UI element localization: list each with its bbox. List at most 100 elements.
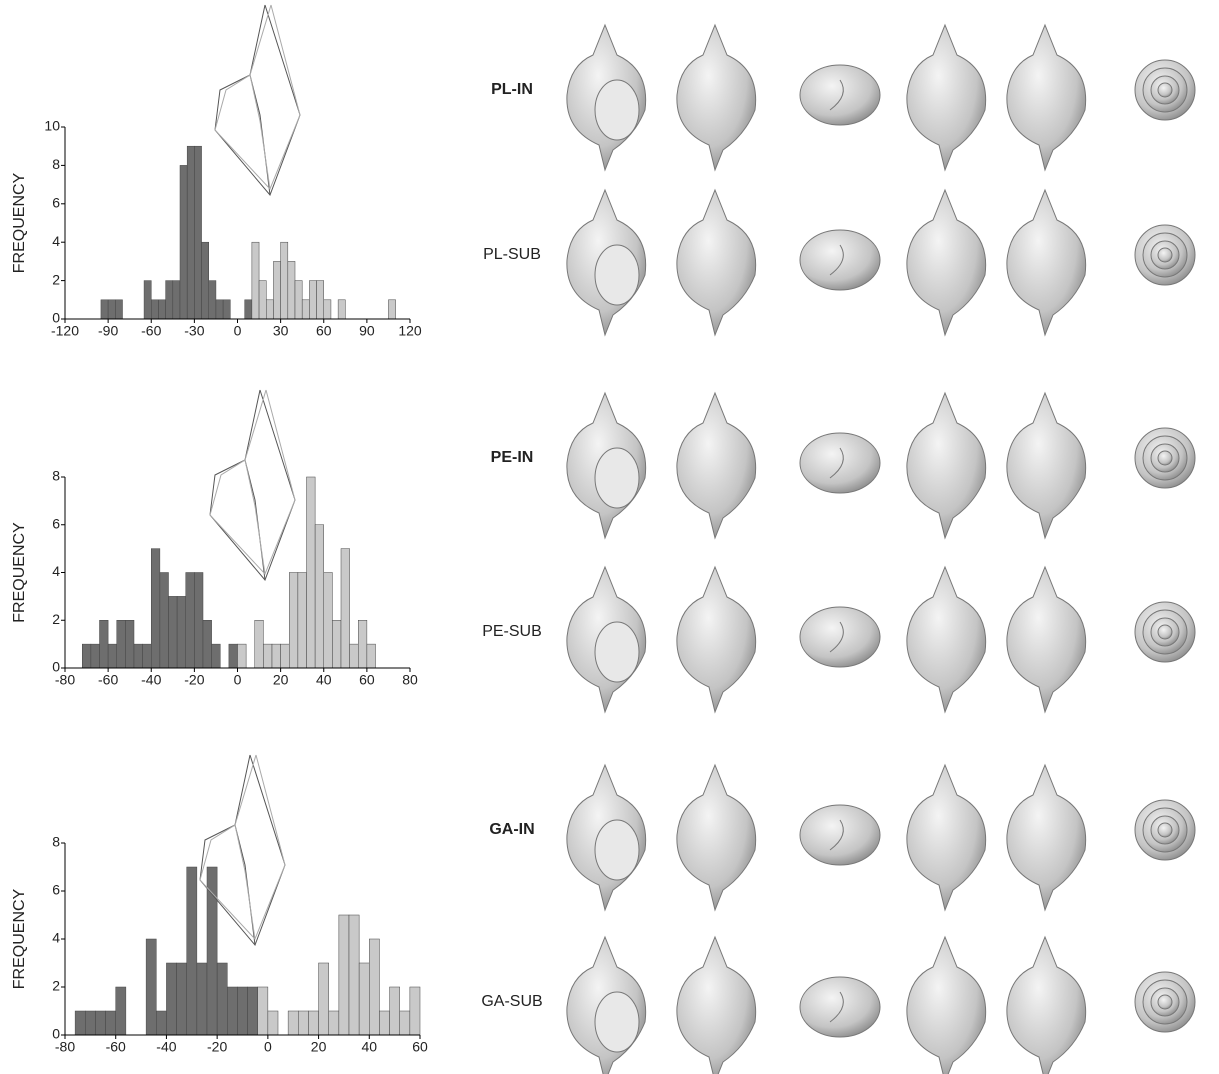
shell-whorl	[1158, 83, 1172, 97]
shell-body	[1007, 765, 1086, 910]
shell-image	[907, 765, 986, 910]
y-axis-label: FREQUENCY	[11, 172, 28, 273]
bar	[289, 573, 298, 669]
x-tick-label: 20	[273, 672, 289, 688]
bar	[229, 644, 238, 668]
bar	[202, 242, 209, 319]
bar	[115, 300, 122, 319]
shell-body	[800, 805, 880, 865]
shell-body	[677, 765, 756, 910]
shell-aperture	[595, 820, 639, 880]
shell-image	[1007, 393, 1086, 538]
bar	[194, 573, 203, 669]
bar	[302, 300, 309, 319]
shell-body	[907, 190, 986, 335]
bar	[309, 281, 316, 319]
shell-body	[907, 765, 986, 910]
bar	[245, 300, 252, 319]
landmark-diagram	[215, 5, 300, 195]
bar	[216, 300, 223, 319]
bar	[263, 644, 272, 668]
y-tick-label: 2	[52, 271, 60, 287]
y-tick-label: 8	[52, 834, 60, 850]
shell-body	[1007, 393, 1086, 538]
bar	[317, 281, 324, 319]
bar	[212, 644, 221, 668]
shell-whorl	[1158, 823, 1172, 837]
bar	[177, 596, 186, 668]
bar	[75, 1011, 85, 1035]
shell-image	[567, 765, 646, 910]
y-tick-label: 6	[52, 195, 60, 211]
bar	[288, 1011, 298, 1035]
x-tick-label: -60	[141, 323, 161, 339]
bar	[85, 1011, 95, 1035]
group-label: GA-SUB	[481, 993, 542, 1010]
y-tick-label: 2	[52, 978, 60, 994]
bar	[82, 644, 91, 668]
bar	[173, 281, 180, 319]
shell-image	[800, 230, 880, 290]
bar	[194, 146, 201, 319]
x-tick-label: 60	[412, 1039, 428, 1055]
x-tick-label: -60	[106, 1039, 126, 1055]
bar	[158, 300, 165, 319]
shell-image	[1135, 60, 1195, 120]
bar	[187, 867, 197, 1035]
shell-image	[677, 937, 756, 1074]
y-tick-label: 8	[52, 156, 60, 172]
bar	[151, 300, 158, 319]
shell-whorl	[1158, 248, 1172, 262]
bar	[252, 242, 259, 319]
x-tick-label: -80	[55, 672, 75, 688]
bar	[108, 644, 117, 668]
shell-body	[1007, 937, 1086, 1074]
bar	[281, 644, 290, 668]
group-label: PL-IN	[491, 81, 533, 98]
group-label: PL-SUB	[483, 246, 541, 263]
y-axis-label: FREQUENCY	[11, 888, 28, 989]
shell-aperture	[595, 245, 639, 305]
shell-body	[800, 65, 880, 125]
bar	[390, 987, 400, 1035]
shell-image	[677, 567, 756, 712]
bar	[379, 1011, 389, 1035]
shell-image	[567, 937, 646, 1074]
shell-image	[567, 190, 646, 335]
bar	[238, 644, 247, 668]
x-tick-label: -60	[98, 672, 118, 688]
shell-body	[677, 25, 756, 170]
bar	[350, 644, 359, 668]
landmark-outline	[215, 5, 300, 189]
landmark-outline	[235, 825, 255, 945]
shell-image	[800, 977, 880, 1037]
shell-image	[907, 937, 986, 1074]
bar	[203, 620, 212, 668]
shell-body	[800, 433, 880, 493]
shell-image	[907, 25, 986, 170]
x-tick-label: -90	[98, 323, 118, 339]
bar	[144, 281, 151, 319]
bar	[268, 1011, 278, 1035]
bar	[319, 963, 329, 1035]
bar	[273, 261, 280, 319]
bar	[266, 300, 273, 319]
shell-body	[677, 190, 756, 335]
bar	[106, 1011, 116, 1035]
bar	[400, 1011, 410, 1035]
bar	[248, 987, 258, 1035]
shell-body	[907, 567, 986, 712]
bar	[367, 644, 376, 668]
y-tick-label: 2	[52, 611, 60, 627]
bar	[95, 1011, 105, 1035]
bar	[281, 242, 288, 319]
y-tick-label: 4	[52, 930, 60, 946]
bar	[223, 300, 230, 319]
shell-body	[800, 977, 880, 1037]
bar	[151, 549, 160, 668]
x-tick-label: -40	[141, 672, 161, 688]
landmark-outline	[210, 390, 295, 580]
shell-image	[1007, 567, 1086, 712]
bar	[209, 281, 216, 319]
bar	[359, 963, 369, 1035]
